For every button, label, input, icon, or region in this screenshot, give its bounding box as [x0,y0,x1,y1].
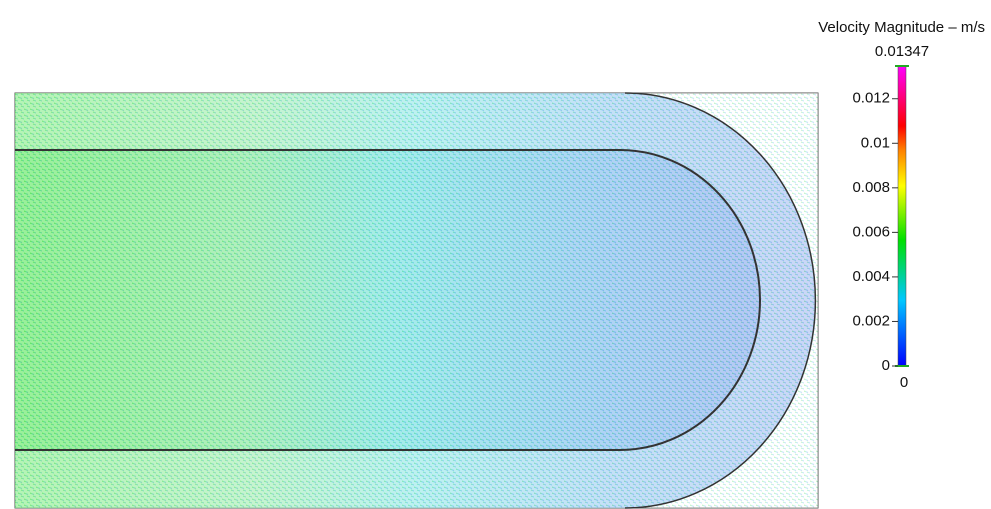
colorbar-tick-label: 0.004 [852,268,890,285]
colorbar-tick-label: 0.006 [852,223,890,240]
visualization: Velocity Magnitude – m/s 0.01347 0 0.012… [0,0,991,509]
colorbar-tick-label: 0.012 [852,90,890,107]
flow-domain [15,93,818,508]
colorbar-max-label: 0.01347 [875,43,929,60]
colorbar-tick-label: 0.002 [852,312,890,329]
colorbar [898,66,906,366]
colorbar-tick-label: 0.008 [852,179,890,196]
colorbar-tick-label: 0 [882,357,890,374]
colorbar-min-label: 0 [900,374,908,391]
colorbar-title: Velocity Magnitude – m/s [818,19,985,36]
colorbar-tick-label: 0.01 [861,134,890,151]
